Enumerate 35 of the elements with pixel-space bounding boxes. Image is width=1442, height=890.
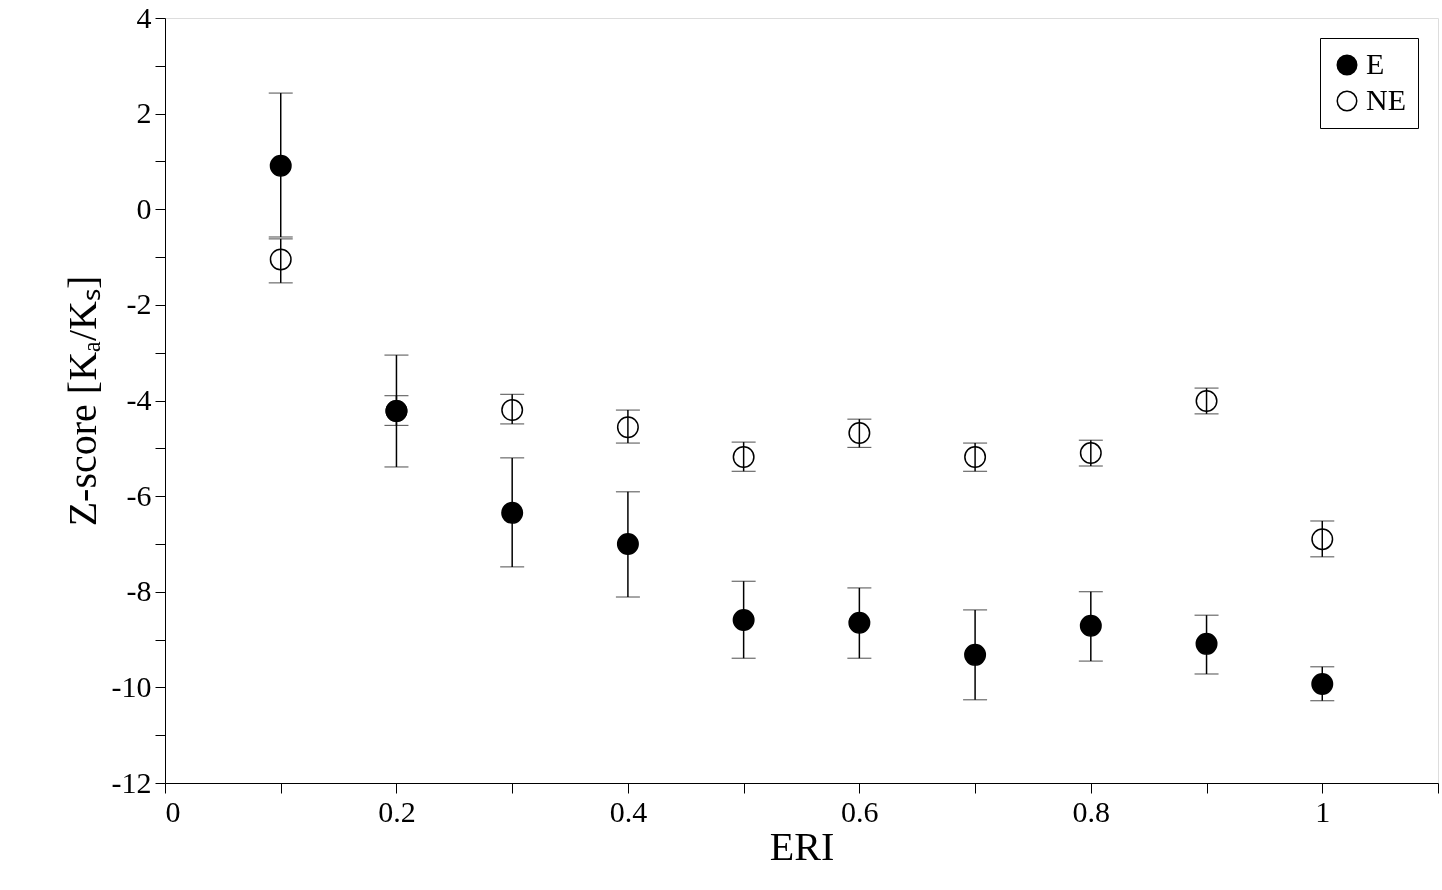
y-tick-label: 2	[136, 96, 152, 130]
y-tick-label: -6	[126, 478, 152, 512]
y-tick-label: -8	[126, 574, 152, 608]
x-tick-label: 0.8	[1072, 794, 1111, 828]
y-tick-label: 4	[136, 0, 152, 34]
point	[732, 445, 755, 468]
x-axis-title: ERI	[769, 823, 835, 869]
x-tick-label: 0.4	[609, 794, 648, 828]
x-tick-label: 0.6	[841, 794, 879, 828]
point	[501, 399, 524, 422]
point	[848, 611, 871, 634]
y-tick-label: -10	[111, 669, 152, 703]
point	[964, 445, 987, 468]
y-tick-label: 0	[136, 191, 152, 225]
point	[732, 608, 755, 631]
point	[1311, 528, 1334, 551]
y-tick-label: -2	[126, 287, 152, 321]
point	[616, 532, 639, 555]
point	[269, 154, 292, 177]
y-tick-label: -4	[126, 383, 152, 416]
point	[848, 422, 871, 444]
point	[964, 643, 987, 666]
x-tick-label: 0.2	[378, 794, 416, 828]
point	[1079, 614, 1102, 637]
x-tick-label: 1	[1315, 794, 1331, 828]
y-axis-title: Z-score [Kₐ/Kₛ]	[59, 275, 105, 527]
point	[616, 416, 639, 439]
point	[269, 248, 292, 271]
point	[1311, 673, 1334, 695]
y-tick-label: -12	[111, 765, 152, 799]
legend-label: NE	[1366, 83, 1406, 116]
x-tick-label: 0	[165, 794, 181, 828]
legend-label: E	[1366, 47, 1385, 80]
point	[501, 501, 524, 524]
point	[1195, 632, 1218, 655]
